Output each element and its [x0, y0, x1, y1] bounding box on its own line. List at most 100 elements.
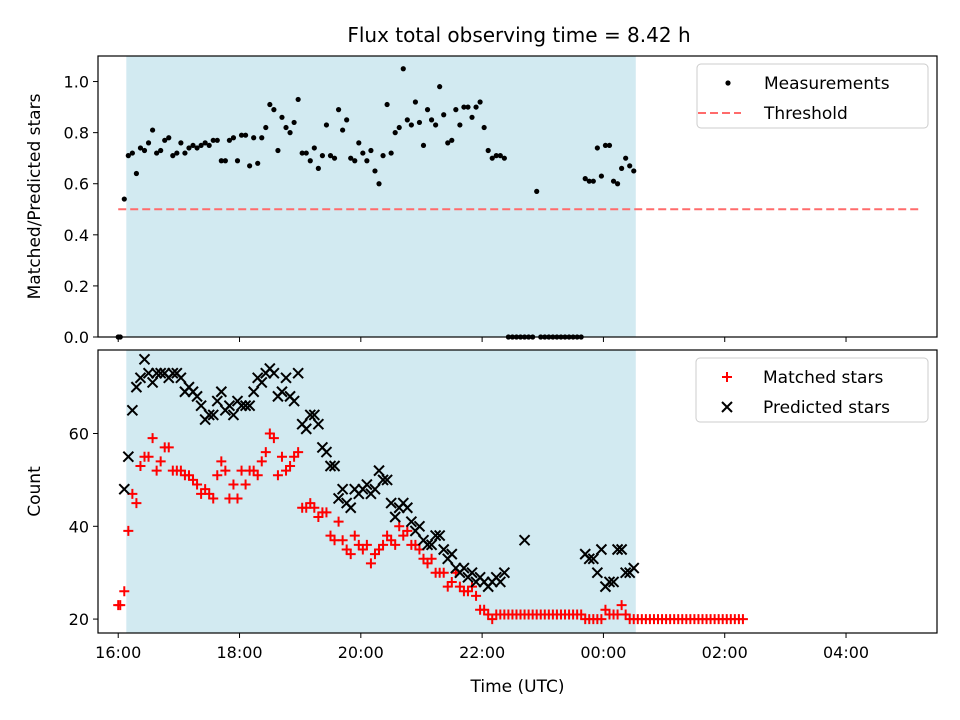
- measurement-point: [445, 140, 451, 146]
- measurement-point: [610, 178, 617, 184]
- measurement-point: [283, 124, 289, 131]
- predicted-star-point: [191, 390, 203, 403]
- measurement-point: [162, 137, 168, 143]
- matched-star-point: [220, 465, 231, 476]
- x-tick-label: 16:00: [95, 643, 141, 662]
- measurement-point: [194, 145, 200, 151]
- matched-star-point: [596, 614, 607, 625]
- legend-label: Predicted stars: [763, 398, 890, 418]
- matched-star-point: [143, 451, 154, 462]
- y-axis-label: Matched/Predicted stars: [25, 93, 45, 299]
- measurement-point: [372, 168, 378, 174]
- predicted-star-point: [583, 553, 595, 565]
- measurement-point: [582, 176, 588, 182]
- legend-label: Threshold: [763, 104, 848, 124]
- x-tick-label: 04:00: [823, 643, 869, 662]
- measurement-point: [154, 150, 160, 156]
- predicted-star-point: [619, 566, 632, 579]
- measurement-point: [145, 140, 152, 146]
- observing-interval-shade: [126, 350, 636, 633]
- matched-star-point: [119, 586, 130, 597]
- measurement-point: [400, 66, 406, 72]
- measurement-point: [586, 178, 592, 184]
- y-tick-label: 40: [69, 517, 89, 536]
- measurement-point: [461, 104, 467, 110]
- predicted-star-point: [628, 562, 640, 574]
- measurement-point: [433, 122, 439, 128]
- x-tick-label: 02:00: [702, 643, 748, 662]
- measurement-point: [481, 124, 487, 131]
- predicted-star-point: [401, 502, 414, 514]
- measurement-point: [457, 122, 463, 128]
- matched-star-point: [155, 456, 166, 467]
- measurement-point: [614, 181, 621, 187]
- matched-star-point: [268, 433, 279, 444]
- predicted-star-point: [130, 381, 143, 393]
- bottom-panel: 20 40 60 16:00 18:00 20:00 22:00 00:00 02:00 04:0…: [25, 349, 938, 697]
- predicted-star-point: [345, 502, 357, 514]
- predicted-star-point: [377, 474, 389, 486]
- predicted-star-point: [425, 539, 438, 551]
- matched-star-point: [208, 493, 219, 504]
- predicted-star-point: [405, 515, 418, 528]
- predicted-star-point: [361, 478, 373, 491]
- legend-box: [696, 63, 929, 129]
- measurement-point: [477, 99, 483, 105]
- matched-star-point: [135, 460, 146, 471]
- predicted-star-point: [328, 460, 341, 472]
- matched-star-point: [147, 433, 158, 444]
- measurement-point: [259, 135, 265, 141]
- predicted-star-point: [332, 492, 345, 505]
- x-tick-label: 20:00: [338, 643, 384, 662]
- legend-measurements-marker: [725, 80, 731, 86]
- matched-star-point: [471, 590, 482, 601]
- matched-star-point: [402, 525, 413, 536]
- measurement-point: [453, 107, 459, 113]
- measurement-point: [267, 101, 273, 108]
- measurement-point: [129, 150, 135, 156]
- predicted-star-point: [235, 399, 248, 412]
- predicted-star-point: [268, 367, 280, 379]
- y-tick-label: 1.0: [64, 73, 89, 92]
- measurement-point: [501, 155, 507, 161]
- predicted-star-point: [385, 497, 397, 509]
- measurement-point: [158, 147, 164, 154]
- chart-title: Flux total observing time = 8.42 h: [347, 23, 690, 47]
- predicted-star-point: [466, 566, 478, 579]
- axes-frame: [97, 55, 938, 338]
- measurement-point: [255, 160, 261, 166]
- measurement-point: [182, 150, 188, 156]
- matched-star-point: [426, 553, 437, 564]
- measurement-point: [234, 158, 241, 164]
- measurement-point: [602, 142, 609, 149]
- series-predicted-stars: [118, 353, 640, 593]
- matched-star-point: [394, 521, 405, 532]
- predicted-star-point: [381, 474, 393, 486]
- measurement-point: [174, 150, 180, 156]
- measurement-point: [238, 132, 245, 138]
- predicted-star-point: [146, 376, 159, 389]
- measurement-point: [606, 142, 613, 149]
- measurement-point: [275, 147, 281, 154]
- matched-star-point: [321, 507, 332, 518]
- measurement-point: [340, 127, 346, 133]
- matched-star-point: [252, 470, 263, 481]
- measurement-point: [299, 150, 305, 156]
- predicted-star-point: [280, 372, 292, 384]
- series-measurements: [115, 66, 637, 340]
- measurement-point: [497, 153, 503, 159]
- measurement-point: [344, 117, 350, 123]
- measurement-point: [376, 181, 382, 187]
- measurement-point: [335, 107, 342, 113]
- measurement-point: [230, 135, 237, 141]
- matched-star-point: [345, 549, 356, 560]
- x-tick-label: 18:00: [216, 643, 262, 662]
- predicted-star-point: [587, 553, 600, 565]
- matched-star-point: [333, 516, 344, 527]
- measurement-point: [210, 137, 216, 143]
- measurement-point: [125, 153, 131, 159]
- measurement-point: [303, 150, 309, 156]
- predicted-star-point: [607, 576, 620, 588]
- measurement-point: [408, 122, 414, 128]
